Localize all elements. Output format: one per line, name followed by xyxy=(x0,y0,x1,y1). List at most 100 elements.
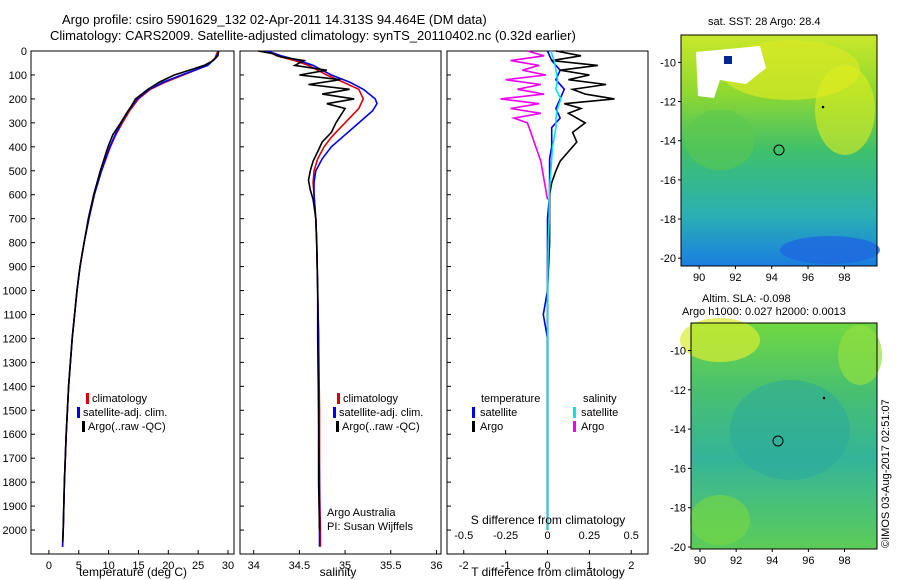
depth-tick-label: 1500 xyxy=(3,405,27,417)
sst-float-track xyxy=(821,105,825,109)
depth-tick-label: 500 xyxy=(9,166,27,178)
depth-tick-label: 1400 xyxy=(3,381,27,393)
depth-tick-label: 700 xyxy=(9,214,27,226)
series-line-argo-raw-qc xyxy=(61,50,220,543)
x-tick-label: 0 xyxy=(544,560,550,572)
map-lon-label: 90 xyxy=(693,272,705,284)
legend-swatch-climatology xyxy=(86,393,89,404)
sla-map xyxy=(680,318,882,550)
x-tick-label: 35.5 xyxy=(380,560,401,572)
series-line-satellite-adj-clim xyxy=(267,50,378,547)
map-lon-label: 96 xyxy=(802,272,814,284)
depth-tick-label: 1100 xyxy=(3,309,27,321)
temperature-panel-frame xyxy=(30,50,235,555)
x-tick-label: 35 xyxy=(339,560,351,572)
map-lat-label: -10 xyxy=(670,346,686,358)
legend-swatch-t-argo xyxy=(472,421,475,432)
map-lon-label: 94 xyxy=(766,555,778,567)
map-lat-label: -10 xyxy=(660,57,676,69)
salinity-panel-frame xyxy=(239,50,442,555)
salinity-axis-label: salinity xyxy=(320,565,357,579)
map-lon-label: 96 xyxy=(802,555,814,567)
depth-tick-label: 1300 xyxy=(3,357,27,369)
climatology-title: Climatology: CARS2009. Satellite-adjuste… xyxy=(50,28,576,43)
map-lat-label: -14 xyxy=(660,136,676,148)
legend-label-s-satellite: satellite xyxy=(581,407,618,419)
s-diff-tick-label: -0.25 xyxy=(493,530,518,542)
x-tick-label: 30 xyxy=(222,560,234,572)
x-tick-label: 20 xyxy=(162,560,174,572)
legend-swatch-t-satellite xyxy=(472,407,475,418)
institution-note: Argo Australia xyxy=(327,507,396,519)
legend-swatch-argo xyxy=(336,421,339,432)
sla-map-title: Altim. SLA: -0.098 xyxy=(702,293,791,305)
depth-tick-label: 100 xyxy=(9,70,27,82)
x-tick-label: 34.5 xyxy=(289,560,310,572)
map-lat-label: -18 xyxy=(660,214,676,226)
map-lat-label: -14 xyxy=(670,424,686,436)
s-diff-tick-label: 0 xyxy=(544,530,550,542)
depth-tick-label: 2000 xyxy=(3,525,27,537)
map-lat-label: -20 xyxy=(670,542,686,554)
legend-swatch-s-argo xyxy=(573,421,576,432)
series-line-argo xyxy=(500,50,549,200)
sla-argo-location-marker xyxy=(772,435,784,447)
legend-label-argo: Argo(..raw -QC) xyxy=(88,421,166,433)
legend-title-salinity: salinity xyxy=(583,393,617,405)
sst-argo-location-marker xyxy=(773,144,785,156)
map-lon-label: 94 xyxy=(766,272,778,284)
depth-tick-label: 1800 xyxy=(3,477,27,489)
depth-tick-label: 0 xyxy=(21,46,27,58)
salinity-legend: climatology satellite-adj. clim. Argo(..… xyxy=(333,393,423,433)
pi-note: PI: Susan Wijffels xyxy=(327,521,413,533)
sst-map xyxy=(680,34,880,267)
depth-tick-label: 1600 xyxy=(3,429,27,441)
x-tick-label: 15 xyxy=(132,560,144,572)
sla-height-title: Argo h1000: 0.027 h2000: 0.0013 xyxy=(682,306,846,318)
depth-tick-label: 800 xyxy=(9,238,27,250)
map-lon-label: 92 xyxy=(730,555,742,567)
x-tick-label: 1 xyxy=(586,560,592,572)
series-line-satellite-adj-clim xyxy=(61,50,220,547)
s-diff-tick-label: 0.5 xyxy=(624,530,639,542)
x-tick-label: -2 xyxy=(459,560,469,572)
series-line-climatology xyxy=(267,50,365,547)
sst-no-data-region xyxy=(696,46,766,98)
legend-swatch-argo xyxy=(82,421,85,432)
t-difference-axis-label: T difference from climatology xyxy=(471,565,625,579)
series-line-argo-raw-qc xyxy=(258,50,355,531)
map-lat-label: -12 xyxy=(670,385,686,397)
legend-label-climatology: climatology xyxy=(343,393,399,405)
map-lat-label: -16 xyxy=(670,463,686,475)
legend-label-satellite: satellite-adj. clim. xyxy=(83,407,167,419)
depth-tick-label: 1200 xyxy=(3,333,27,345)
depth-tick-label: 1900 xyxy=(3,501,27,513)
map-lat-label: -12 xyxy=(660,97,676,109)
map-lon-label: 92 xyxy=(729,272,741,284)
s-diff-tick-label: -0.5 xyxy=(454,530,473,542)
depth-tick-label: 300 xyxy=(9,118,27,130)
s-difference-axis-label: S difference from climatology xyxy=(471,513,626,527)
map-lon-label: 98 xyxy=(838,555,850,567)
series-line-satellite xyxy=(546,50,562,530)
depth-tick-label: 200 xyxy=(9,94,27,106)
sst-map-title: sat. SST: 28 Argo: 28.4 xyxy=(708,16,821,28)
x-tick-label: 10 xyxy=(102,560,114,572)
legend-swatch-s-satellite xyxy=(573,407,576,418)
legend-label-s-argo: Argo xyxy=(581,421,604,433)
legend-swatch-satellite xyxy=(77,407,80,418)
series-line-argo xyxy=(546,50,615,530)
s-diff-tick-label: 0.25 xyxy=(579,530,600,542)
profile-title: Argo profile: csiro 5901629_132 02-Apr-2… xyxy=(62,12,487,27)
series-line-satellite xyxy=(542,50,566,530)
legend-label-satellite: satellite-adj. clim. xyxy=(339,407,423,419)
x-tick-label: 2 xyxy=(628,560,634,572)
legend-swatch-satellite xyxy=(333,407,336,418)
x-tick-label: 36 xyxy=(430,560,442,572)
map-lat-label: -18 xyxy=(670,503,686,515)
x-tick-label: 5 xyxy=(76,560,82,572)
legend-label-t-satellite: satellite xyxy=(480,407,517,419)
x-tick-label: 34 xyxy=(248,560,260,572)
legend-label-t-argo: Argo xyxy=(480,421,503,433)
